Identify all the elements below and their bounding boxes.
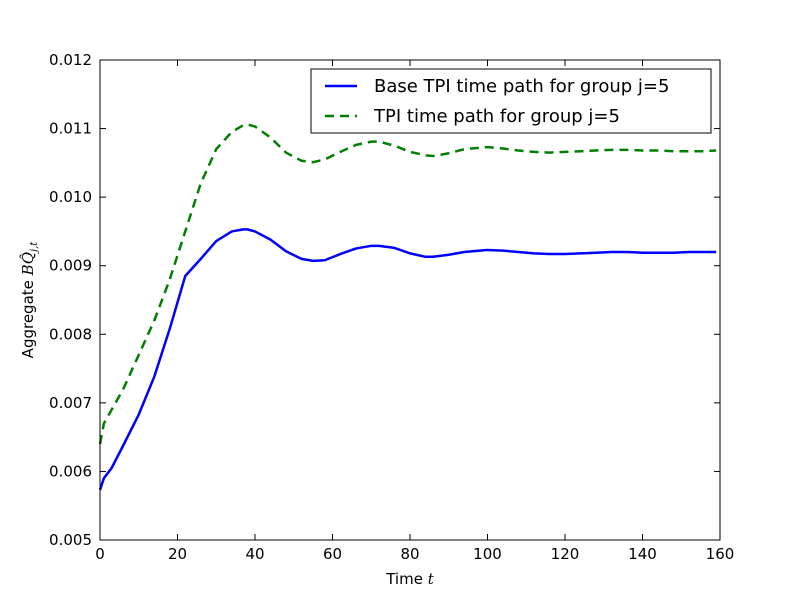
series-line-0: [98, 228, 717, 491]
y-tick-label: 0.005: [49, 531, 92, 549]
series-line-1: [98, 123, 717, 445]
y-axis-label: Aggregate BQ̂j,t: [19, 241, 40, 359]
y-tick-label: 0.011: [49, 120, 92, 138]
legend-box: [310, 68, 712, 134]
y-tick-label: 0.010: [49, 188, 92, 206]
x-axis-label: Time t: [385, 570, 435, 588]
y-tick-label: 0.007: [49, 394, 92, 412]
y-tick-label: 0.006: [49, 462, 92, 480]
x-tick-label: 140: [628, 545, 657, 563]
ticks-layer: 0 20 40 60 80 100 120 140 160 0.005 0.006 0.007 0.00…: [49, 51, 734, 563]
y-tick-label: 0.009: [49, 257, 92, 275]
legend: Base TPI time path for group j=5 TPI tim…: [310, 68, 712, 134]
x-tick-label: 20: [168, 545, 187, 563]
legend-label-tpi: TPI time path for group j=5: [373, 106, 620, 127]
x-tick-label: 100: [473, 545, 502, 563]
x-tick-label: 0: [95, 545, 105, 563]
x-tick-label: 60: [323, 545, 342, 563]
x-tick-label: 120: [551, 545, 580, 563]
y-tick-label: 0.012: [49, 51, 92, 69]
x-tick-label: 160: [706, 545, 735, 563]
y-tick-label: 0.008: [49, 325, 92, 343]
x-tick-label: 80: [400, 545, 419, 563]
x-tick-label: 40: [245, 545, 264, 563]
legend-label-base-tpi: Base TPI time path for group j=5: [374, 76, 669, 97]
series-layer: [98, 123, 717, 491]
